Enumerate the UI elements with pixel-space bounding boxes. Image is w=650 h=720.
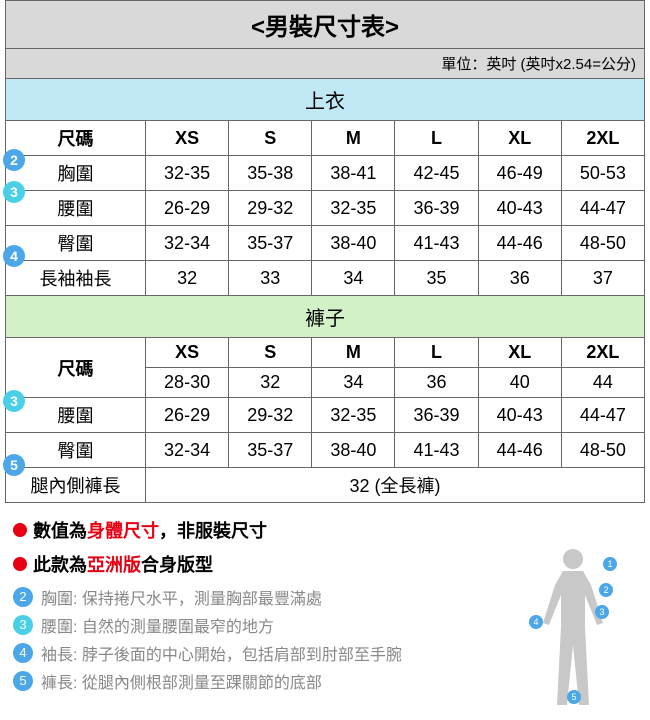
bullet-icon [13, 557, 27, 571]
pants-size-header-row: 尺碼 XS S M L XL 2XL [6, 338, 645, 368]
chart-title: <男裝尺寸表> [6, 1, 645, 49]
table-row: 腰圍26-2929-3232-3536-3940-4344-47 [6, 398, 645, 433]
legend-badge: 5 [13, 671, 33, 691]
tops-size-header-row: 尺碼 XS S M L XL 2XL [6, 121, 645, 156]
size-label: 尺碼 [6, 121, 146, 156]
section-pants-header: 褲子 [6, 296, 645, 338]
row-badge-2: 2 [3, 149, 25, 171]
row-label: 臀圍 [6, 226, 146, 261]
table-row: 臀圍32-3435-3738-4041-4344-4648-50 [6, 433, 645, 468]
row-label: 胸圍 [6, 156, 146, 191]
table-row: 長袖袖長323334353637 [6, 261, 645, 296]
inseam-label: 腿內側褲長 [6, 468, 146, 503]
figure-marker-1: 1 [603, 557, 617, 571]
note-body-size: 數值為身體尺寸，非服裝尺寸 [13, 517, 641, 543]
size-label: 尺碼 [6, 338, 146, 398]
inseam-value: 32 (全長褲) [146, 468, 645, 503]
legend-area: 2胸圍: 保持捲尺水平，測量胸部最豐滿處3腰圍: 自然的測量腰圍最窄的地方4袖長… [13, 585, 641, 715]
size-chart-table: <男裝尺寸表> 單位：英吋 (英吋x2.54=公分) 上衣 尺碼 XS S M … [5, 0, 645, 503]
figure-marker-4: 4 [529, 615, 543, 629]
table-row: 臀圍32-3435-3738-4041-4344-4648-50 [6, 226, 645, 261]
table-row: 胸圍32-3535-3838-4142-4546-4950-53 [6, 156, 645, 191]
row-badge-5: 5 [3, 454, 25, 476]
legend-badge: 2 [13, 587, 33, 607]
row-badge-3: 3 [3, 181, 25, 203]
row-label: 腰圍 [6, 398, 146, 433]
row-badge-4: 4 [3, 245, 25, 267]
body-figure: 1 2 3 4 5 [523, 545, 623, 715]
row-label: 長袖袖長 [6, 261, 146, 296]
figure-marker-5: 5 [567, 690, 581, 704]
legend-badge: 4 [13, 643, 33, 663]
row-label: 臀圍 [6, 433, 146, 468]
bullet-icon [13, 523, 27, 537]
inseam-row: 腿內側褲長 32 (全長褲) [6, 468, 645, 503]
section-tops-header: 上衣 [6, 79, 645, 121]
unit-note: 單位：英吋 (英吋x2.54=公分) [6, 49, 645, 79]
row-label: 腰圍 [6, 191, 146, 226]
legend-badge: 3 [13, 615, 33, 635]
table-row: 腰圍26-2929-3232-3536-3940-4344-47 [6, 191, 645, 226]
figure-marker-3: 3 [595, 605, 609, 619]
figure-marker-2: 2 [599, 583, 613, 597]
row-badge-3: 3 [3, 390, 25, 412]
